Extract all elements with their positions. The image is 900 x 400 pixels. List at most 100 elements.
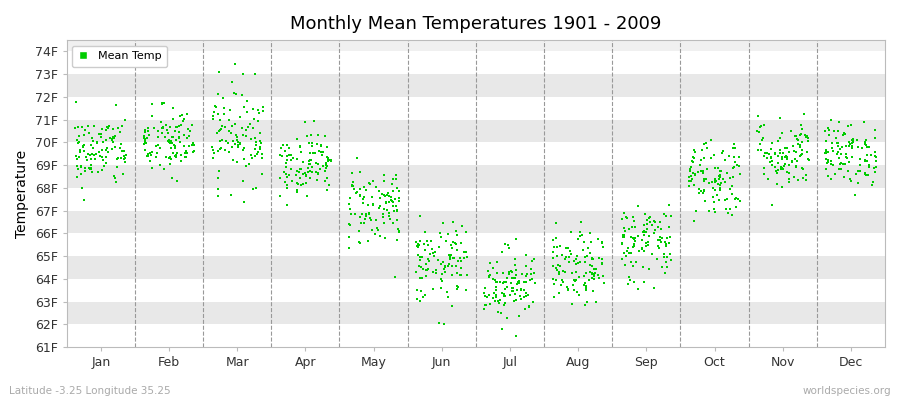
Point (164, 138, 178, 144)
Point (597, 280, 611, 286)
Point (438, 264, 453, 270)
Point (363, 210, 377, 217)
Point (846, 138, 860, 144)
Point (320, 153, 335, 160)
Point (483, 301, 498, 307)
Point (436, 321, 451, 328)
Point (315, 152, 329, 158)
Point (791, 177, 806, 183)
Point (359, 213, 374, 219)
Point (712, 173, 726, 179)
Point (162, 137, 176, 144)
Point (392, 228, 406, 235)
Point (770, 160, 785, 166)
Point (166, 134, 180, 140)
Point (423, 251, 437, 257)
Point (630, 286, 644, 292)
Point (211, 185, 225, 192)
Point (637, 222, 652, 228)
Point (373, 205, 387, 212)
Point (515, 270, 529, 277)
Point (79, 156, 94, 163)
Point (357, 184, 372, 190)
Point (249, 139, 264, 145)
Point (626, 244, 640, 250)
Point (657, 251, 671, 257)
Point (84, 166, 98, 172)
Point (730, 162, 744, 168)
Point (108, 132, 122, 139)
Point (419, 273, 434, 280)
Point (504, 280, 518, 286)
Point (454, 265, 468, 271)
Point (514, 296, 528, 302)
Point (686, 159, 700, 166)
Point (86, 138, 101, 144)
Point (445, 252, 459, 258)
Point (624, 234, 638, 240)
Point (498, 292, 512, 299)
Point (842, 143, 856, 150)
Bar (67, 97, 885, 120)
Point (723, 206, 737, 212)
Point (841, 168, 855, 174)
Point (276, 169, 291, 175)
Point (296, 159, 310, 166)
Point (828, 170, 842, 177)
Point (345, 182, 359, 189)
Point (644, 251, 659, 257)
Point (684, 178, 698, 184)
Point (819, 148, 833, 154)
Point (290, 136, 304, 142)
Point (386, 199, 400, 206)
Point (579, 287, 593, 293)
Point (166, 116, 180, 122)
Point (108, 144, 122, 150)
Point (163, 161, 177, 168)
Point (253, 138, 267, 144)
Point (621, 281, 635, 287)
Point (859, 170, 873, 176)
Point (174, 158, 188, 164)
Point (697, 176, 711, 182)
Point (659, 243, 673, 250)
Point (249, 151, 264, 157)
Point (616, 233, 631, 240)
Point (155, 124, 169, 131)
Point (413, 213, 428, 219)
Point (794, 152, 808, 158)
Point (626, 241, 641, 248)
Point (577, 282, 591, 288)
Point (595, 261, 609, 267)
Point (502, 292, 517, 298)
Point (425, 246, 439, 252)
Point (251, 148, 266, 155)
Point (661, 254, 675, 261)
Point (115, 170, 130, 177)
Point (83, 166, 97, 172)
Point (280, 184, 294, 191)
Point (651, 242, 665, 249)
Point (652, 219, 667, 226)
Point (109, 102, 123, 108)
Point (177, 116, 192, 122)
Point (91, 149, 105, 155)
Point (212, 128, 226, 134)
Point (764, 162, 778, 168)
Point (838, 131, 852, 137)
Point (107, 173, 122, 180)
Title: Monthly Mean Temperatures 1901 - 2009: Monthly Mean Temperatures 1901 - 2009 (290, 15, 662, 33)
Point (376, 214, 391, 220)
Point (240, 98, 255, 104)
Point (865, 179, 879, 185)
Point (775, 164, 789, 171)
Point (212, 174, 226, 181)
Point (508, 256, 522, 263)
Point (518, 287, 532, 293)
Point (105, 126, 120, 132)
Point (860, 144, 874, 150)
Point (238, 133, 253, 140)
Point (569, 269, 583, 275)
Point (448, 240, 463, 246)
Point (167, 153, 182, 160)
